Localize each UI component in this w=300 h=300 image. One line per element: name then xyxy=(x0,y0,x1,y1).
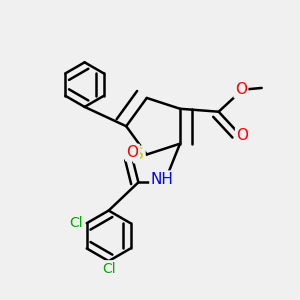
Text: Cl: Cl xyxy=(70,216,83,230)
Text: S: S xyxy=(134,147,144,162)
Text: O: O xyxy=(126,145,138,160)
Text: O: O xyxy=(235,82,247,97)
Text: O: O xyxy=(236,128,248,143)
Text: Cl: Cl xyxy=(102,262,116,275)
Text: NH: NH xyxy=(151,172,174,187)
